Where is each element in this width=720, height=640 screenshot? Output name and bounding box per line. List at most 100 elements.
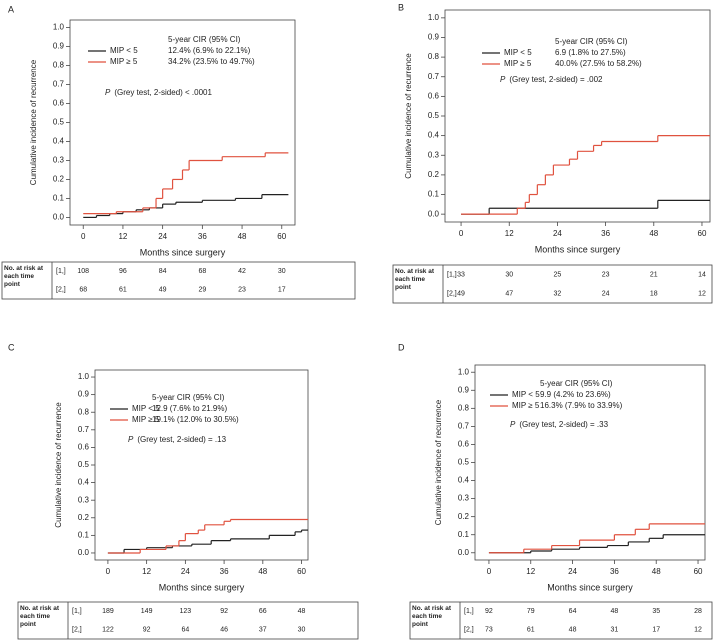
y-tick-label: 0.3 <box>78 495 90 504</box>
risk-count: 14 <box>698 271 706 278</box>
legend-entry: MIP < 5 <box>132 404 160 413</box>
risk-count: 48 <box>569 627 577 634</box>
y-tick-label: 0.5 <box>53 118 65 127</box>
risk-row-label: [1,] <box>464 608 474 615</box>
x-tick-label: 36 <box>610 567 619 576</box>
risk-row-label: [2,] <box>72 627 82 634</box>
legend-entry: MIP ≥ 5 <box>132 415 160 424</box>
risk-count: 66 <box>259 608 267 615</box>
y-tick-label: 0.8 <box>428 52 440 61</box>
risk-count: 84 <box>159 268 167 275</box>
x-tick-label: 48 <box>652 567 661 576</box>
risk-count: 189 <box>102 608 114 615</box>
x-tick-label: 0 <box>81 232 86 241</box>
y-tick-label: 0.6 <box>458 440 470 449</box>
p-symbol: P <box>105 88 111 97</box>
risk-count: 49 <box>159 287 167 294</box>
x-tick-label: 0 <box>106 567 111 576</box>
y-tick-label: 0.2 <box>53 175 65 184</box>
legend-entry: MIP < 5 <box>504 48 532 57</box>
risk-row-label: [1,] <box>56 268 66 275</box>
y-tick-label: 0.4 <box>428 131 440 140</box>
risk-count: 48 <box>298 608 306 615</box>
legend-ci: 12.4% (6.9% to 22.1%) <box>168 46 251 55</box>
risk-count: 122 <box>102 627 114 634</box>
risk-count: 18 <box>650 290 658 297</box>
risk-table-frame <box>17 601 359 640</box>
x-tick-label: 24 <box>568 567 577 576</box>
risk-count: 61 <box>527 627 535 634</box>
legend-title: 5-year CIR (95% CI) <box>540 379 613 388</box>
risk-count: 25 <box>554 271 562 278</box>
risk-count: 92 <box>143 627 151 634</box>
y-tick-label: 0.8 <box>458 403 470 412</box>
y-tick-label: 0.0 <box>53 213 65 222</box>
risk-table-title: No. at risk at each time point <box>4 265 44 288</box>
risk-count: 37 <box>259 627 267 634</box>
p-text: (Grey test, 2-sided) = .002 <box>509 75 603 84</box>
y-tick-label: 0.2 <box>78 513 90 522</box>
y-tick-label: 0.7 <box>78 425 90 434</box>
risk-count: 23 <box>602 271 610 278</box>
y-tick-label: 0.5 <box>428 111 440 120</box>
y-tick-label: 0.3 <box>458 494 470 503</box>
y-tick-label: 0.8 <box>78 407 90 416</box>
legend-ci: 40.0% (27.5% to 58.2%) <box>555 59 642 68</box>
x-tick-label: 12 <box>118 232 127 241</box>
risk-count: 12 <box>694 627 702 634</box>
y-tick-label: 0.0 <box>78 548 90 557</box>
y-tick-label: 0.2 <box>458 512 470 521</box>
x-tick-label: 0 <box>459 229 464 238</box>
y-tick-label: 1.0 <box>458 367 470 376</box>
risk-count: 61 <box>119 287 127 294</box>
risk-count: 64 <box>569 608 577 615</box>
y-tick-label: 0.1 <box>78 530 90 539</box>
risk-count: 21 <box>650 271 658 278</box>
risk-count: 64 <box>181 627 189 634</box>
panel-label: B <box>398 2 404 12</box>
x-tick-label: 24 <box>181 567 190 576</box>
x-tick-label: 36 <box>220 567 229 576</box>
p-text: (Grey test, 2-sided) < .0001 <box>114 88 212 97</box>
p-symbol: P <box>500 75 506 84</box>
p-value: P (Grey test, 2-sided) = .13 <box>128 435 227 444</box>
legend-ci: 6.9 (1.8% to 27.5%) <box>555 48 626 57</box>
x-tick-label: 60 <box>297 567 306 576</box>
risk-count: 17 <box>652 627 660 634</box>
y-tick-label: 0.5 <box>78 460 90 469</box>
p-value: P (Grey test, 2-sided) < .0001 <box>105 88 212 97</box>
risk-count: 92 <box>485 608 493 615</box>
y-tick-label: 0.3 <box>428 150 440 159</box>
panel-label: C <box>8 342 15 352</box>
risk-count: 29 <box>198 287 206 294</box>
risk-table-title: No. at risk at each time point <box>20 605 60 628</box>
risk-count: 79 <box>527 608 535 615</box>
y-tick-label: 0.9 <box>428 33 440 42</box>
risk-row-label: [2,] <box>464 627 474 634</box>
risk-row-label: [1,] <box>447 271 457 278</box>
risk-count: 12 <box>698 290 706 297</box>
legend-title: 5-year CIR (95% CI) <box>152 393 225 402</box>
x-tick-label: 36 <box>601 229 610 238</box>
risk-count: 31 <box>610 627 618 634</box>
y-tick-label: 0.1 <box>53 194 65 203</box>
risk-row-label: [1,] <box>72 608 82 615</box>
y-tick-label: 0.5 <box>458 458 470 467</box>
y-tick-label: 0.1 <box>428 190 440 199</box>
y-tick-label: 0.0 <box>458 548 470 557</box>
x-axis-label: Months since surgery <box>159 582 245 592</box>
x-tick-label: 24 <box>553 229 562 238</box>
legend-ci: 19.1% (12.0% to 30.5%) <box>152 415 239 424</box>
y-tick-label: 0.8 <box>53 61 65 70</box>
x-axis-label: Months since surgery <box>140 247 226 257</box>
y-tick-label: 0.2 <box>428 170 440 179</box>
risk-count: 73 <box>485 627 493 634</box>
risk-count: 32 <box>554 290 562 297</box>
risk-count: 17 <box>278 287 286 294</box>
risk-count: 23 <box>238 287 246 294</box>
x-tick-label: 48 <box>238 232 247 241</box>
legend-ci: 12.9 (7.6% to 21.9%) <box>152 404 227 413</box>
risk-row-label: [2,] <box>447 290 457 297</box>
p-symbol: P <box>128 435 134 444</box>
